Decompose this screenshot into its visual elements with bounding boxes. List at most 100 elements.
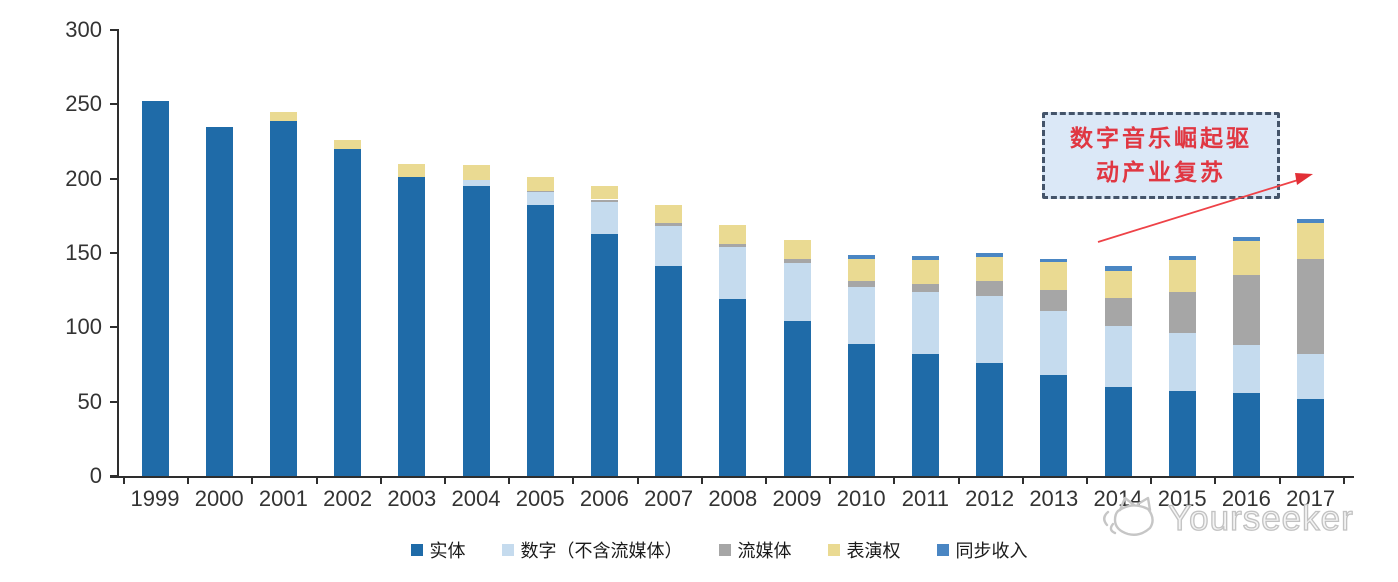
x-axis-label: 2014 <box>1093 486 1143 511</box>
y-axis-label: 100 <box>65 314 102 340</box>
x-axis-label: 2007 <box>644 486 694 511</box>
x-axis-label: 1999 <box>130 486 180 511</box>
bar-segment <box>1104 297 1132 326</box>
bar-2007 <box>655 30 683 476</box>
bar-segment <box>1040 261 1068 291</box>
bar-2016 <box>1232 30 1260 476</box>
x-axis-label: 2000 <box>194 486 244 511</box>
legend-item: 实体 <box>410 537 466 563</box>
bar-segment <box>719 299 747 476</box>
bar-segment <box>1040 374 1068 476</box>
bar-segment <box>1104 266 1132 271</box>
legend-label: 流媒体 <box>737 541 792 561</box>
bar-1999 <box>141 30 169 476</box>
bar-segment <box>1168 255 1196 261</box>
bar-segment <box>462 180 490 187</box>
bar-segment <box>526 192 554 206</box>
bar-segment <box>398 163 426 178</box>
bar-segment <box>334 148 362 476</box>
bar-segment <box>911 255 939 261</box>
x-axis-tick <box>1278 478 1281 484</box>
bar-segment <box>719 244 747 248</box>
x-axis-label: 2003 <box>387 486 437 511</box>
bar-2012 <box>976 30 1004 476</box>
legend-item: 数字（不含流媒体） <box>501 537 683 563</box>
bar-2015 <box>1168 30 1196 476</box>
bar-2010 <box>847 30 875 476</box>
bar-segment <box>847 281 875 288</box>
x-axis-tick <box>764 478 767 484</box>
y-axis-tick <box>110 29 117 31</box>
bar-segment <box>783 321 811 476</box>
bar-segment <box>590 233 618 476</box>
bar-2014 <box>1104 30 1132 476</box>
legend-swatch <box>936 544 949 556</box>
bar-2001 <box>269 30 297 476</box>
legend-label: 数字（不含流媒体） <box>520 541 683 561</box>
bar-segment <box>269 111 297 121</box>
bar-segment <box>655 205 683 224</box>
bar-segment <box>1232 392 1260 476</box>
bar-2002 <box>334 30 362 476</box>
bar-segment <box>976 253 1004 258</box>
bar-segment <box>269 120 297 476</box>
bar-segment <box>526 177 554 191</box>
bar-segment <box>655 223 683 227</box>
bar-segment <box>205 126 233 476</box>
bar-segment <box>976 363 1004 476</box>
bar-segment <box>847 258 875 282</box>
x-axis-tick <box>957 478 960 484</box>
x-axis-label: 2001 <box>258 486 308 511</box>
x-axis-tick <box>1021 478 1024 484</box>
y-axis-label: 0 <box>89 463 102 488</box>
bar-segment <box>911 291 939 355</box>
y-axis-tick <box>110 475 117 477</box>
x-axis-tick <box>122 478 125 484</box>
bar-segment <box>1040 258 1068 262</box>
bar-segment <box>141 101 169 476</box>
x-axis-tick <box>1085 478 1088 484</box>
x-axis-label: 2006 <box>579 486 629 511</box>
y-axis-line <box>117 29 119 478</box>
legend-label: 实体 <box>429 541 466 561</box>
bar-2005 <box>526 30 554 476</box>
bar-segment <box>1168 333 1196 392</box>
bar-segment <box>590 186 618 200</box>
bar-segment <box>398 177 426 476</box>
x-axis-tick <box>251 478 254 484</box>
bar-segment <box>976 296 1004 364</box>
bar-segment <box>1232 275 1260 346</box>
bar-segment <box>590 202 618 234</box>
bar-segment <box>1297 398 1325 476</box>
bar-segment <box>526 190 554 193</box>
bar-segment <box>1232 236 1260 242</box>
bar-segment <box>590 199 618 203</box>
bar-segment <box>976 281 1004 297</box>
bar-segment <box>976 257 1004 282</box>
x-axis-tick <box>1214 478 1217 484</box>
bar-segment <box>1297 354 1325 399</box>
bar-2003 <box>398 30 426 476</box>
bar-segment <box>1297 223 1325 259</box>
x-axis-label: 2015 <box>1157 486 1207 511</box>
plot-area <box>110 29 1355 484</box>
bar-segment <box>1040 311 1068 375</box>
x-axis-tick <box>443 478 446 484</box>
bar-segment <box>462 186 490 476</box>
x-axis-label: 2010 <box>836 486 886 511</box>
x-axis-tick <box>572 478 575 484</box>
bar-segment <box>719 247 747 300</box>
x-axis-tick <box>893 478 896 484</box>
x-axis-label: 2017 <box>1286 486 1336 511</box>
y-axis-tick <box>110 177 117 180</box>
x-axis-label: 2012 <box>965 486 1015 511</box>
bar-segment <box>1104 325 1132 387</box>
legend-label: 同步收入 <box>955 541 1028 561</box>
x-axis-tick <box>1342 478 1345 484</box>
bar-2008 <box>719 30 747 476</box>
legend-swatch <box>827 544 840 556</box>
bar-2013 <box>1040 30 1068 476</box>
bar-segment <box>1232 241 1260 276</box>
y-axis-tick <box>110 400 117 403</box>
bar-segment <box>847 287 875 344</box>
